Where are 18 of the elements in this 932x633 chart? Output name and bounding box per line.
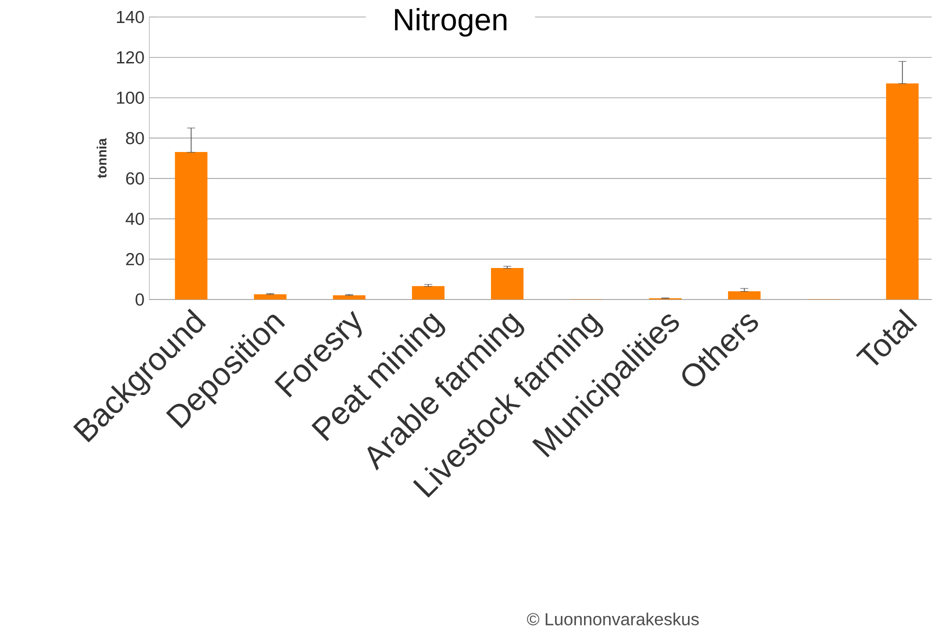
y-tick-label: 80 <box>126 132 144 144</box>
bar <box>490 268 524 300</box>
chart-title: Nitrogen <box>395 8 506 37</box>
y-tick-label: 140 <box>116 10 144 24</box>
y-tick-label: 20 <box>126 253 144 266</box>
text: © Luonnonvarakeskus <box>527 612 699 626</box>
y-tick-label: 0 <box>136 294 144 306</box>
bar <box>412 286 444 300</box>
bar <box>254 294 286 300</box>
bar <box>886 83 919 300</box>
bar <box>332 295 366 300</box>
bar <box>728 291 761 300</box>
bar <box>174 152 208 300</box>
y-tick-label: 120 <box>116 51 144 64</box>
y-tick-label: 40 <box>126 212 144 226</box>
y-tick-label: 60 <box>126 172 144 185</box>
y-axis-title: tonnia <box>96 138 107 178</box>
y-tick-label: 100 <box>116 92 144 104</box>
